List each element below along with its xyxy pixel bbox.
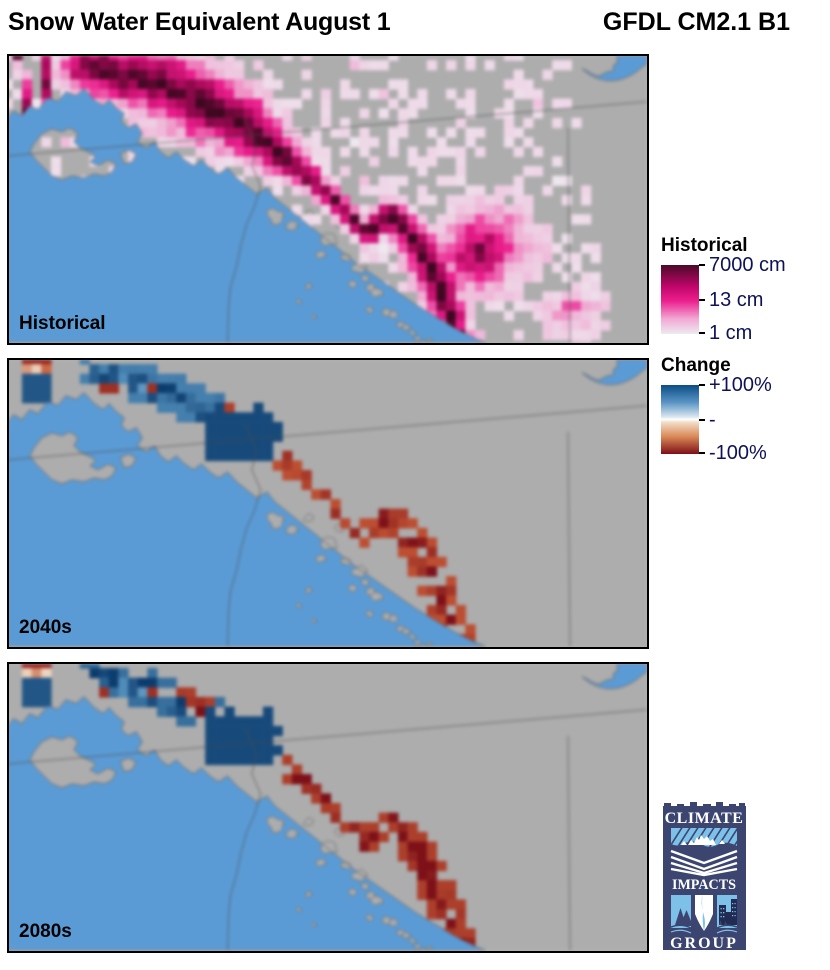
svg-text:GROUP: GROUP (670, 935, 738, 952)
svg-text:CLIMATE: CLIMATE (665, 810, 744, 827)
svg-text:IMPACTS: IMPACTS (672, 877, 736, 893)
